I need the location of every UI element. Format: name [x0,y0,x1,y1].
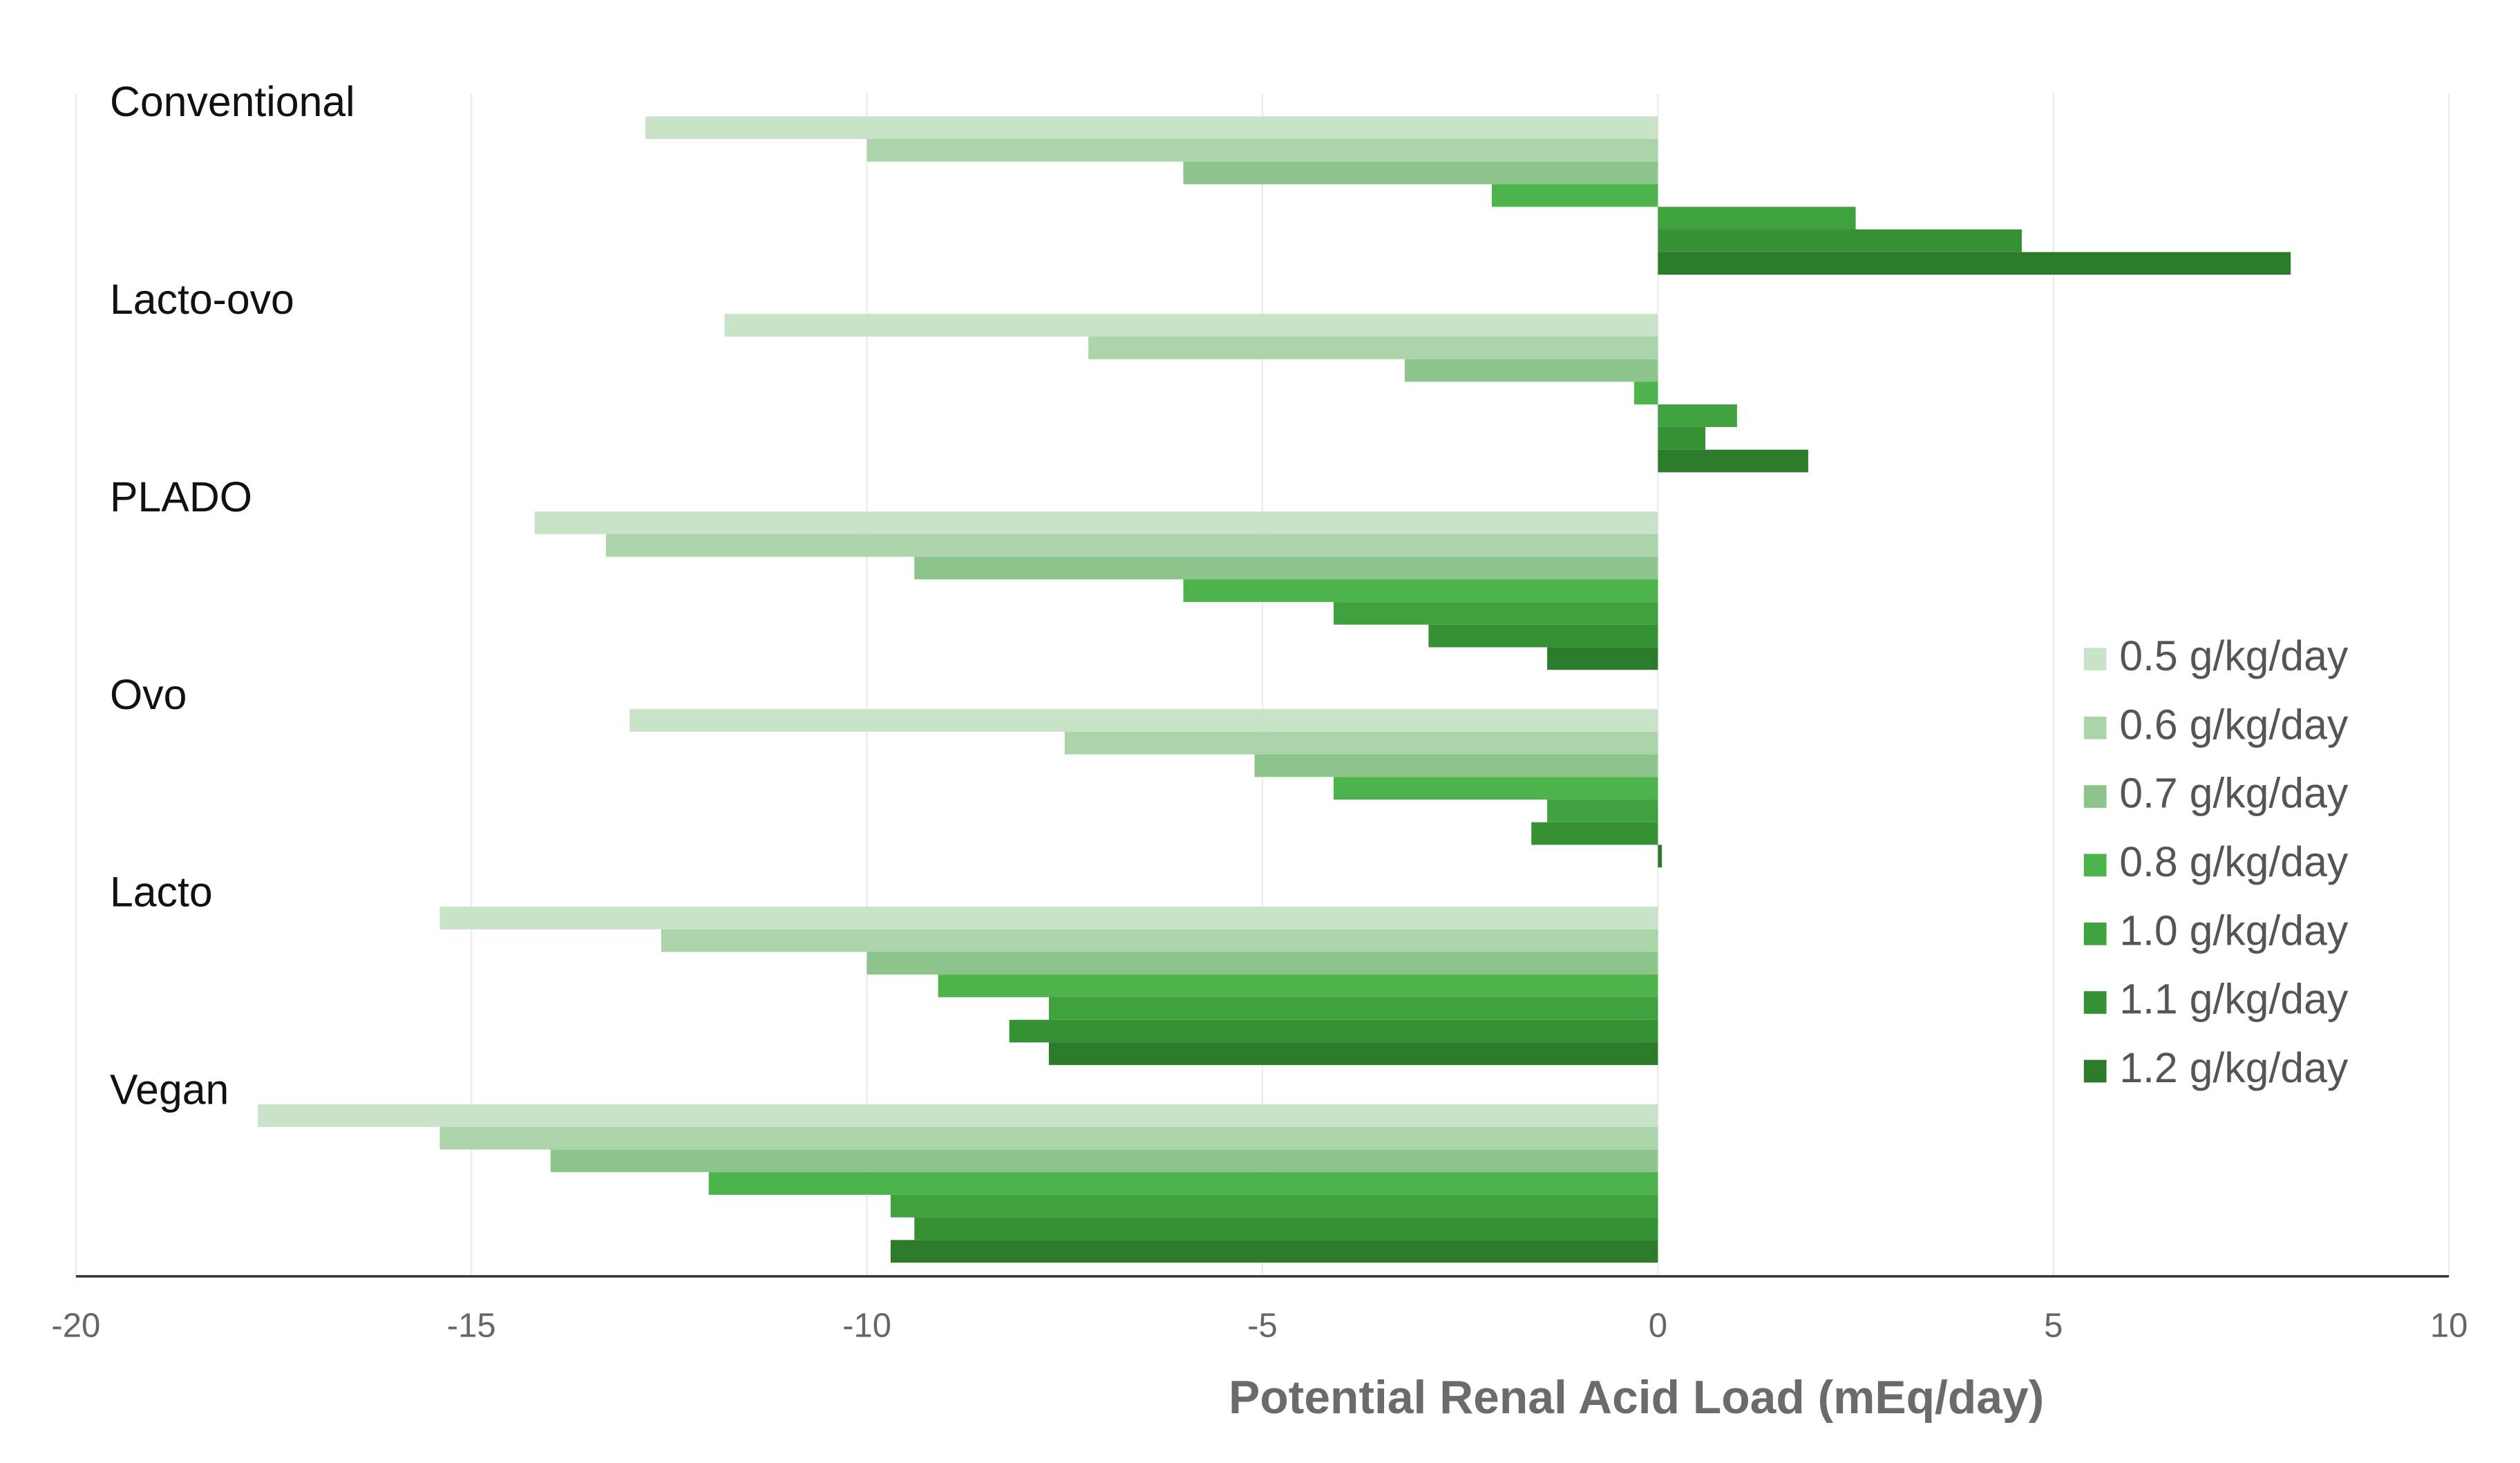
bar [724,314,1658,337]
bar [1658,844,1662,868]
category-label: Vegan [110,1066,229,1113]
legend-swatch [2083,922,2107,945]
x-tick-label: 10 [2430,1308,2468,1345]
legend-label: 1.0 g/kg/day [2119,907,2349,954]
legend-swatch [2083,785,2107,808]
bar [1658,207,1856,230]
bar [914,556,1658,580]
bar [439,907,1658,929]
bar [938,974,1658,997]
bar [1658,426,1706,450]
bar [1183,161,1658,185]
bar [258,1104,1658,1127]
bar [866,139,1658,162]
bar [890,1240,1658,1263]
bar [645,116,1658,140]
bar [1009,1019,1658,1043]
legend-label: 0.5 g/kg/day [2119,632,2349,679]
bar [1634,381,1658,405]
bar [1658,229,2022,252]
bar [1547,800,1658,822]
legend-label: 1.1 g/kg/day [2119,976,2349,1023]
x-tick-label: 0 [1649,1308,1667,1345]
category-label: Lacto-ovo [110,276,294,323]
bar [1183,579,1658,603]
legend-swatch [2083,1059,2107,1083]
category-label: Lacto [110,869,213,916]
bar [1048,1042,1658,1066]
bar [661,929,1658,952]
bar [1547,647,1658,670]
legend-label: 0.8 g/kg/day [2119,838,2349,885]
legend-swatch [2083,716,2107,739]
x-tick-label: -10 [842,1308,891,1345]
bar [439,1126,1658,1150]
legend-swatch [2083,648,2107,671]
bar [1531,822,1658,845]
x-tick-label: -5 [1247,1308,1278,1345]
bar [1658,449,1808,473]
bar [1658,404,1737,427]
bar [1088,337,1658,359]
bar [1658,252,2291,275]
bar [1428,624,1658,648]
bar [890,1194,1658,1218]
bar [914,1217,1658,1240]
bar [629,709,1658,732]
bar [1254,754,1658,777]
bar [605,534,1658,557]
category-label: Ovo [110,671,187,718]
x-tick-label: 5 [2044,1308,2063,1345]
legend-label: 0.6 g/kg/day [2119,701,2349,748]
x-axis-title: Potential Renal Acid Load (mEq/day) [1229,1372,2044,1424]
bar [708,1172,1658,1195]
bar [1048,997,1658,1020]
bar [1405,359,1658,382]
bar [1334,777,1658,800]
bar [1064,731,1658,755]
bar [534,511,1658,534]
legend-swatch [2083,853,2107,877]
category-label: Conventional [110,78,355,125]
x-tick-label: -15 [447,1308,496,1345]
bar [866,952,1658,975]
legend-label: 0.7 g/kg/day [2119,770,2349,817]
bar [550,1149,1658,1173]
bar [1334,602,1658,625]
x-tick-label: -20 [51,1308,100,1345]
legend-label: 1.2 g/kg/day [2119,1044,2349,1091]
legend-swatch [2083,991,2107,1014]
bar [1491,184,1658,207]
category-label: PLADO [110,473,252,520]
